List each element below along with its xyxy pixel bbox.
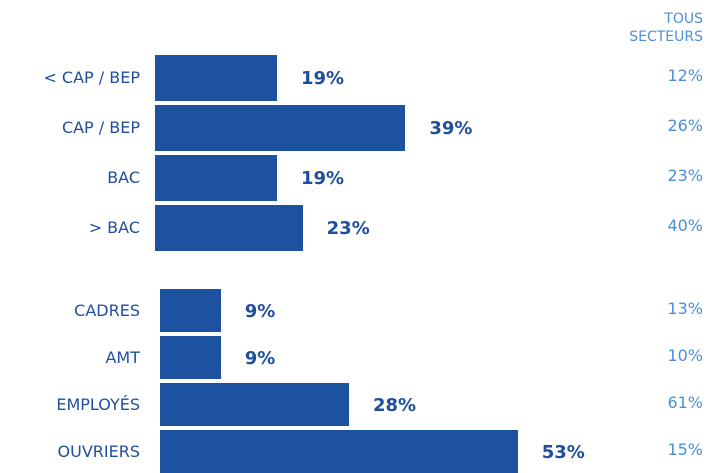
value-label: 19% [300, 168, 345, 189]
value-label: 28% [373, 394, 417, 416]
reference-label: 26% [667, 116, 703, 135]
reference-label: 12% [667, 66, 703, 85]
category-label: < CAP / BEP [43, 68, 140, 87]
value-label: 53% [541, 441, 585, 463]
bar [155, 105, 406, 151]
category-label: CADRES [74, 300, 140, 320]
bar [160, 383, 349, 426]
reference-label: 13% [667, 298, 703, 318]
value-label: 9% [244, 300, 276, 322]
value-label: 19% [300, 68, 345, 89]
value-label: 23% [326, 218, 370, 239]
bar [155, 55, 277, 101]
bar [160, 289, 221, 332]
bar [155, 205, 303, 251]
category-label: EMPLOYÉS [56, 394, 140, 414]
category-label: BAC [107, 168, 140, 187]
reference-label: 61% [667, 392, 703, 412]
header-tous: TOUS [664, 11, 703, 27]
bar [160, 336, 221, 379]
category-label: > BAC [88, 218, 140, 237]
bar [155, 155, 277, 201]
value-label: 39% [429, 118, 473, 139]
bar [160, 430, 518, 473]
header-secteurs: SECTEURS [629, 29, 703, 45]
category-label: CAP / BEP [61, 118, 140, 137]
value-label: 9% [244, 347, 276, 369]
reference-label: 40% [667, 216, 703, 235]
reference-label: 23% [667, 166, 703, 185]
category-label: AMT [105, 347, 140, 367]
category-label: OUVRIERS [57, 441, 140, 461]
reference-label: 10% [667, 345, 703, 365]
reference-label: 15% [667, 439, 703, 459]
